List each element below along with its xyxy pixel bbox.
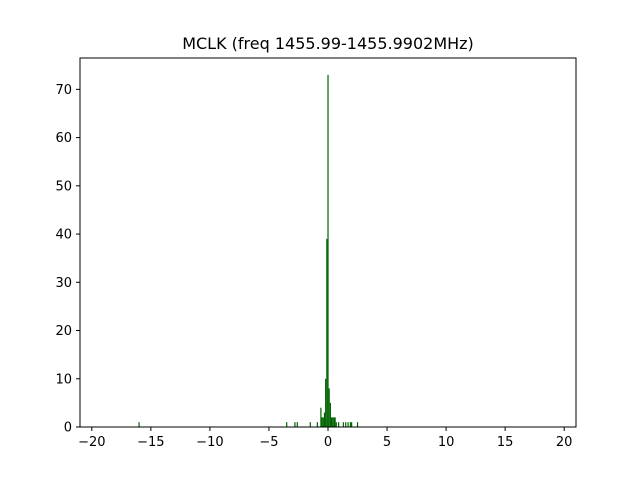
x-tick-label: −10 (196, 435, 223, 450)
histogram-bar (327, 74, 329, 427)
y-tick-label: 0 (64, 421, 72, 436)
x-tick-label: 20 (556, 435, 573, 450)
y-tick-label: 50 (55, 179, 72, 194)
histogram-bar (328, 388, 330, 427)
y-tick-label: 10 (55, 372, 72, 387)
histogram-bar (309, 422, 311, 427)
histogram-bar (138, 422, 140, 427)
histogram-bar (349, 422, 352, 427)
histogram-bar (333, 417, 335, 427)
histogram-bar (286, 422, 288, 427)
x-tick-label: −20 (78, 435, 105, 450)
histogram-bar (332, 417, 334, 427)
histogram-bar (334, 417, 336, 427)
histogram-bar (345, 422, 347, 427)
histogram-bar (322, 417, 324, 427)
histogram-bar (294, 422, 296, 427)
y-tick-label: 40 (55, 228, 72, 243)
histogram-bar (342, 422, 344, 427)
histogram-bar (316, 422, 318, 427)
histogram-bar (320, 407, 322, 427)
histogram-bar (338, 422, 340, 427)
x-tick-label: −5 (259, 435, 278, 450)
histogram-bar (330, 417, 333, 427)
x-tick-label: 10 (438, 435, 455, 450)
x-tick-label: 5 (383, 435, 391, 450)
y-tick-label: 70 (55, 83, 72, 98)
x-tick-label: 0 (324, 435, 332, 450)
axes-layer: −20 −15 −10 −5 0 5 10 15 20 0 10 20 30 40 50 60 70 (55, 57, 577, 450)
chart-title: MCLK (freq 1455.99-1455.9902MHz) (182, 34, 474, 53)
x-tick-label: 15 (497, 435, 514, 450)
histogram-bar (335, 422, 337, 427)
histogram-bar (325, 378, 327, 427)
histogram-bar (321, 417, 323, 427)
y-tick-label: 30 (55, 276, 72, 291)
x-tick-label: −15 (137, 435, 164, 450)
histogram-bar (351, 422, 353, 427)
bars-layer (138, 74, 359, 427)
histogram-bar (329, 402, 331, 427)
histogram-bar (323, 412, 326, 427)
histogram-bar (356, 422, 359, 427)
y-tick-label: 60 (55, 131, 72, 146)
histogram-bar (326, 238, 328, 427)
y-tick-label: 20 (55, 324, 72, 339)
histogram-bar (296, 422, 298, 427)
histogram-bar (347, 422, 349, 427)
